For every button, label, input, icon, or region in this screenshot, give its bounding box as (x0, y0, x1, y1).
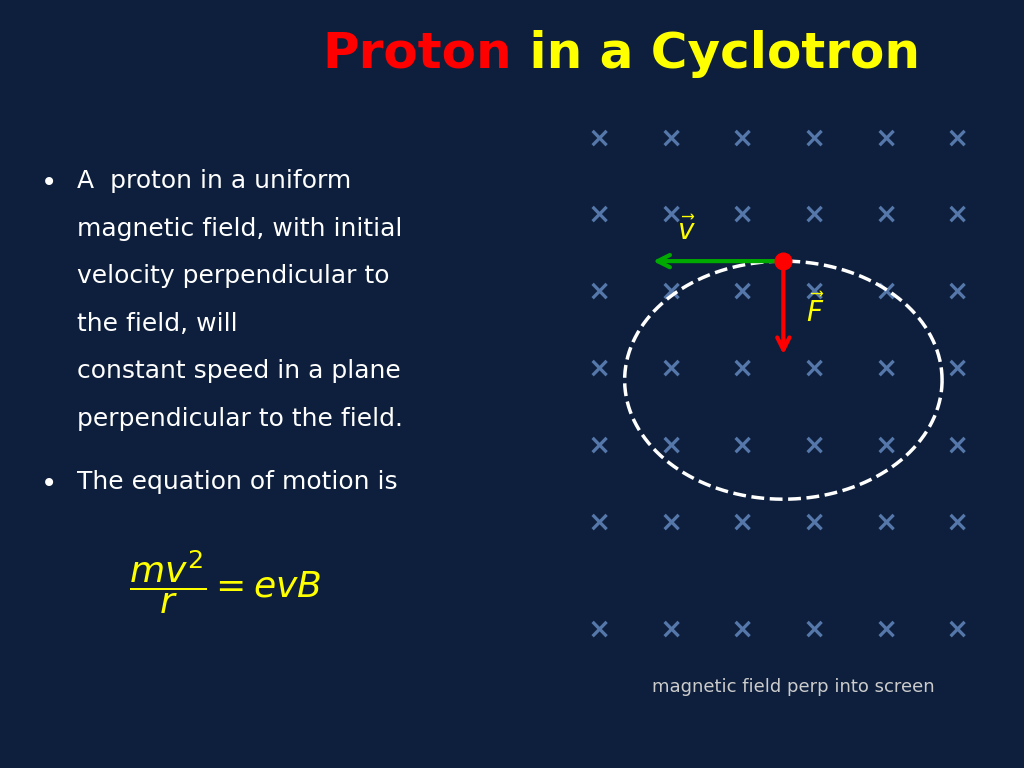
Text: ×: × (874, 124, 897, 152)
Text: ×: × (659, 124, 682, 152)
Text: The equation of motion is: The equation of motion is (77, 470, 397, 494)
Text: Proton: Proton (323, 30, 512, 78)
Text: ×: × (803, 616, 825, 644)
Text: ×: × (803, 201, 825, 229)
Text: in a Cyclotron: in a Cyclotron (512, 30, 920, 78)
Text: ×: × (659, 432, 682, 459)
Text: constant speed in a plane: constant speed in a plane (77, 359, 400, 383)
Text: ×: × (731, 201, 754, 229)
Text: ×: × (731, 432, 754, 459)
Text: ×: × (659, 616, 682, 644)
Text: magnetic field, with initial: magnetic field, with initial (77, 217, 402, 240)
Text: ×: × (731, 508, 754, 536)
Text: ×: × (946, 124, 969, 152)
Text: ×: × (659, 355, 682, 382)
Text: ×: × (874, 616, 897, 644)
Text: ×: × (946, 355, 969, 382)
Text: ×: × (588, 616, 610, 644)
Text: ×: × (946, 508, 969, 536)
Text: •: • (41, 470, 57, 498)
Text: ×: × (874, 508, 897, 536)
Text: •: • (41, 169, 57, 197)
Text: ×: × (731, 124, 754, 152)
Text: velocity perpendicular to: velocity perpendicular to (77, 264, 389, 288)
Text: ×: × (588, 278, 610, 306)
Text: ×: × (803, 508, 825, 536)
Text: ×: × (803, 355, 825, 382)
Text: ×: × (803, 278, 825, 306)
Text: ×: × (946, 201, 969, 229)
Text: ×: × (659, 508, 682, 536)
Text: ×: × (874, 201, 897, 229)
Text: ×: × (588, 355, 610, 382)
Text: $\vec{F}$: $\vec{F}$ (806, 294, 824, 328)
Text: ×: × (803, 432, 825, 459)
Text: ×: × (803, 124, 825, 152)
Text: ×: × (588, 201, 610, 229)
Text: ×: × (659, 201, 682, 229)
Text: $\dfrac{mv^2}{r} = evB$: $\dfrac{mv^2}{r} = evB$ (129, 548, 322, 616)
Text: ×: × (731, 616, 754, 644)
Text: ×: × (874, 278, 897, 306)
Text: ×: × (731, 355, 754, 382)
Text: perpendicular to the field.: perpendicular to the field. (77, 407, 402, 431)
Text: ×: × (588, 124, 610, 152)
Text: $\vec{v}$: $\vec{v}$ (677, 217, 695, 246)
Text: ×: × (946, 616, 969, 644)
Text: ×: × (588, 508, 610, 536)
Text: ×: × (659, 278, 682, 306)
Text: ×: × (731, 278, 754, 306)
Text: A  proton in a uniform: A proton in a uniform (77, 169, 351, 193)
Text: the field, will: the field, will (77, 312, 246, 336)
Text: ×: × (946, 278, 969, 306)
Text: ×: × (874, 355, 897, 382)
Text: ×: × (946, 432, 969, 459)
Text: ×: × (588, 432, 610, 459)
Text: ×: × (874, 432, 897, 459)
Text: magnetic field perp into screen: magnetic field perp into screen (652, 678, 935, 697)
